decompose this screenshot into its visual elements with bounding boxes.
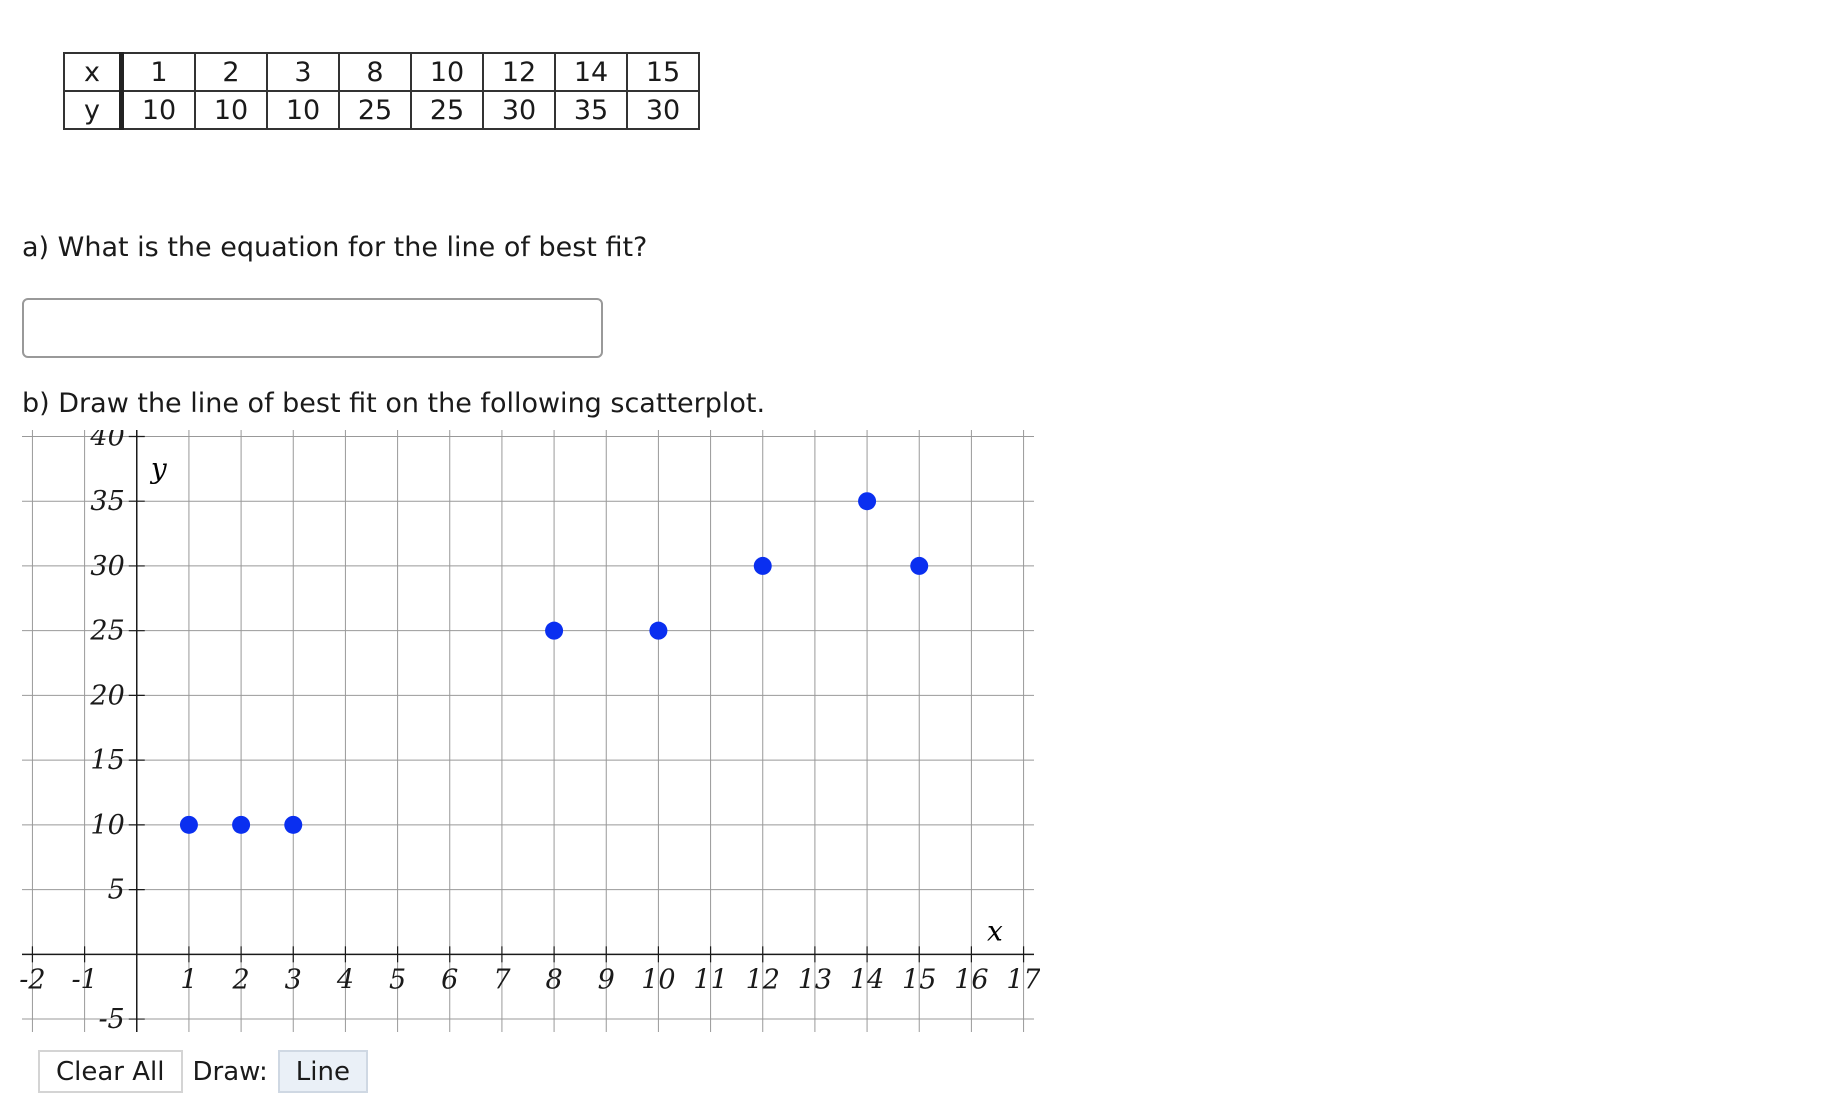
data-point	[284, 815, 303, 834]
y-tick-label: 10	[90, 810, 124, 841]
y-cell: 35	[554, 90, 628, 130]
x-cell: 14	[554, 52, 628, 92]
data-point	[858, 492, 877, 511]
scatterplot-graph[interactable]: -2 -1 1 2 3 4 5 6 7 8 9 10 11 12 13 14 15 16 17-5510152025…	[0, 430, 1040, 1040]
y-cell: 10	[194, 90, 268, 130]
y-tick-label: 20	[89, 680, 124, 711]
x-tick-label: 15	[902, 964, 936, 995]
x-cell: 15	[626, 52, 700, 92]
y-axis-label: y	[149, 452, 168, 485]
equation-answer-input[interactable]	[22, 298, 603, 358]
x-cell: 2	[194, 52, 268, 92]
data-point	[232, 815, 251, 834]
line-tool-button[interactable]: Line	[277, 1050, 368, 1093]
x-tick-label: 13	[798, 964, 832, 995]
y-tick-label: 40	[89, 430, 124, 452]
y-tick-label: -5	[98, 1004, 124, 1035]
y-cell: 30	[626, 90, 700, 130]
graph-toolbar: Clear All Draw: Line	[38, 1050, 368, 1093]
clear-all-button[interactable]: Clear All	[38, 1050, 183, 1093]
y-cell: 10	[120, 90, 196, 130]
x-tick-label: 11	[693, 964, 727, 995]
x-tick-label: 2	[231, 964, 249, 995]
x-cell: 3	[266, 52, 340, 92]
x-axis-label: x	[987, 914, 1003, 947]
x-tick-label: 1	[180, 964, 197, 995]
y-tick-label: 35	[90, 486, 124, 517]
x-tick-label: 17	[1006, 964, 1040, 995]
question-b-text: b) Draw the line of best fit on the foll…	[22, 388, 766, 419]
data-point	[910, 556, 929, 575]
x-tick-label: 16	[954, 964, 988, 995]
x-tick-label: 8	[545, 964, 562, 995]
y-tick-label: 30	[90, 551, 124, 582]
x-tick-label: 5	[389, 964, 406, 995]
x-row: x 1 2 3 8 10 12 14 15	[63, 52, 700, 92]
draw-label: Draw:	[192, 1056, 268, 1087]
y-cell: 10	[266, 90, 340, 130]
x-tick-label: -2	[19, 964, 45, 995]
y-cell: 25	[410, 90, 484, 130]
x-tick-label: 6	[441, 964, 458, 995]
y-tick-label: 25	[89, 616, 124, 647]
grid-lines	[22, 430, 1034, 1032]
x-tick-label: 9	[598, 964, 615, 995]
data-point	[649, 621, 668, 640]
x-cell: 12	[482, 52, 556, 92]
y-tick-label: 5	[108, 875, 125, 906]
x-tick-label: 12	[746, 964, 780, 995]
x-tick-label: 3	[285, 964, 302, 995]
x-header: x	[63, 52, 124, 92]
data-point	[179, 815, 198, 834]
x-tick-label: 7	[493, 964, 511, 995]
x-cell: 1	[120, 52, 196, 92]
data-point	[753, 556, 772, 575]
x-cell: 8	[338, 52, 412, 92]
y-tick-label: 15	[90, 745, 124, 776]
x-tick-label: -1	[71, 964, 97, 995]
tick-labels: -2 -1 1 2 3 4 5 6 7 8 9 10 11 12 13 14 15 16 17-5510152025…	[19, 430, 1040, 1035]
x-tick-label: 14	[850, 964, 884, 995]
x-cell: 10	[410, 52, 484, 92]
y-header: y	[63, 90, 124, 130]
axes	[22, 430, 1034, 1032]
question-a-text: a) What is the equation for the line of …	[22, 232, 648, 263]
y-cell: 25	[338, 90, 412, 130]
y-cell: 30	[482, 90, 556, 130]
data-point	[545, 621, 564, 640]
x-tick-label: 10	[641, 964, 675, 995]
x-tick-label: 4	[336, 964, 354, 995]
data-points	[179, 492, 929, 834]
data-table: x 1 2 3 8 10 12 14 15 y 10 10 10 25 25 3…	[63, 52, 700, 130]
y-row: y 10 10 10 25 25 30 35 30	[63, 90, 700, 130]
